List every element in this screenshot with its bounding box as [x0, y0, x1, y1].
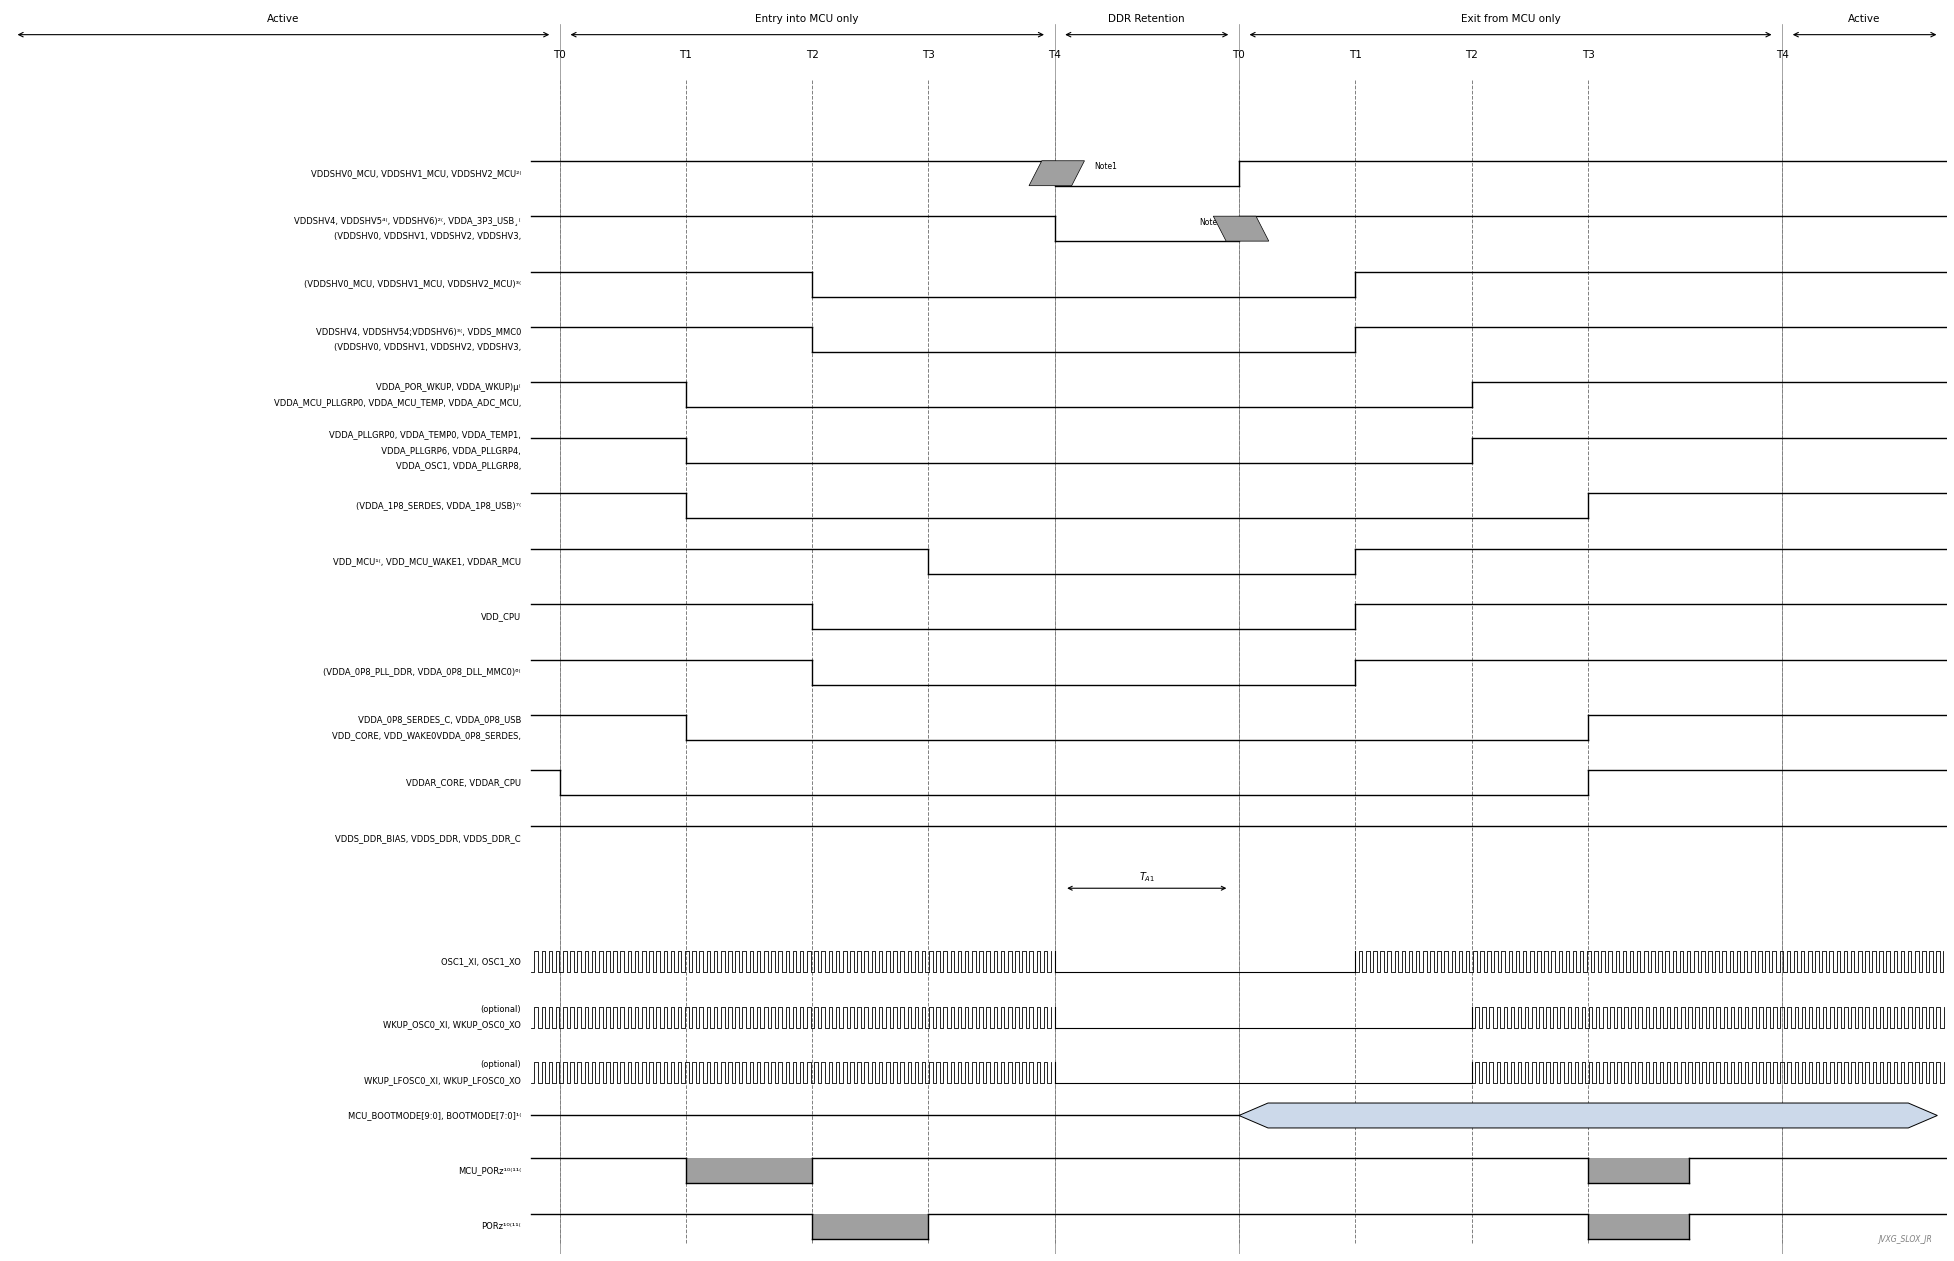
Text: JVXG_SLOX_JR: JVXG_SLOX_JR: [1878, 1235, 1933, 1245]
Bar: [1589, 1159, 1688, 1183]
Text: VDD_CPU: VDD_CPU: [481, 612, 522, 622]
Text: Exit from MCU only: Exit from MCU only: [1462, 14, 1561, 24]
Bar: [686, 1159, 813, 1183]
Bar: [1589, 1214, 1688, 1238]
Text: Active: Active: [268, 14, 299, 24]
Text: (optional): (optional): [481, 1061, 522, 1069]
Text: VDD_CORE, VDD_WAKE0VDDA_0P8_SERDES,: VDD_CORE, VDD_WAKE0VDDA_0P8_SERDES,: [332, 731, 522, 740]
Text: VDDAR_CORE, VDDAR_CPU: VDDAR_CORE, VDDAR_CPU: [406, 778, 522, 787]
Text: OSC1_XI, OSC1_XO: OSC1_XI, OSC1_XO: [442, 957, 522, 966]
Text: MCU_PORz¹⁰⁽¹¹⁽: MCU_PORz¹⁰⁽¹¹⁽: [457, 1166, 522, 1175]
Text: T0: T0: [553, 49, 567, 59]
Text: T1: T1: [1348, 49, 1362, 59]
Text: (VDDSHV0, VDDSHV1, VDDSHV2, VDDSHV3,: (VDDSHV0, VDDSHV1, VDDSHV2, VDDSHV3,: [334, 343, 522, 352]
Text: DDR Retention: DDR Retention: [1108, 14, 1184, 24]
Text: $T_{A1}$: $T_{A1}$: [1139, 870, 1155, 884]
Text: VDDA_PLLGRP6, VDDA_PLLGRP4,: VDDA_PLLGRP6, VDDA_PLLGRP4,: [377, 446, 522, 455]
Text: VDDSHV0_MCU, VDDSHV1_MCU, VDDSHV2_MCU²⁽: VDDSHV0_MCU, VDDSHV1_MCU, VDDSHV2_MCU²⁽: [311, 169, 522, 178]
Polygon shape: [1239, 1103, 1936, 1127]
Text: VDD_MCU¹⁽, VDD_MCU_WAKE1, VDDAR_MCU: VDD_MCU¹⁽, VDD_MCU_WAKE1, VDDAR_MCU: [332, 556, 522, 566]
Text: (VDDSHV0_MCU, VDDSHV1_MCU, VDDSHV2_MCU)³⁽: (VDDSHV0_MCU, VDDSHV1_MCU, VDDSHV2_MCU)³…: [305, 280, 522, 289]
Text: WKUP_LFOSC0_XI, WKUP_LFOSC0_XO: WKUP_LFOSC0_XI, WKUP_LFOSC0_XO: [363, 1076, 522, 1084]
Text: VDDA_0P8_SERDES_C, VDDA_0P8_USB: VDDA_0P8_SERDES_C, VDDA_0P8_USB: [344, 715, 522, 724]
Text: MCU_BOOTMODE[9:0], BOOTMODE[7:0]¹⁽: MCU_BOOTMODE[9:0], BOOTMODE[7:0]¹⁽: [348, 1111, 522, 1120]
Text: T0: T0: [1233, 49, 1245, 59]
Text: T4: T4: [1776, 49, 1788, 59]
Text: Active: Active: [1848, 14, 1882, 24]
Text: VDDA_PLLGRP0, VDDA_TEMP0, VDDA_TEMP1,: VDDA_PLLGRP0, VDDA_TEMP0, VDDA_TEMP1,: [328, 430, 522, 439]
Text: T4: T4: [1047, 49, 1061, 59]
Text: Note1: Note1: [1094, 163, 1118, 171]
Text: VDDA_OSC1, VDDA_PLLGRP8,: VDDA_OSC1, VDDA_PLLGRP8,: [397, 462, 522, 470]
Text: (VDDSHV0, VDDSHV1, VDDSHV2, VDDSHV3,: (VDDSHV0, VDDSHV1, VDDSHV2, VDDSHV3,: [334, 232, 522, 241]
Text: VDDSHV4, VDDSHV5⁴⁽, VDDSHV6)²⁽, VDDA_3P3_USB¸⁽: VDDSHV4, VDDSHV5⁴⁽, VDDSHV6)²⁽, VDDA_3P3…: [295, 217, 522, 226]
Text: T3: T3: [1581, 49, 1594, 59]
Polygon shape: [1030, 160, 1084, 185]
Text: (VDDA_1P8_SERDES, VDDA_1P8_USB)⁷⁽: (VDDA_1P8_SERDES, VDDA_1P8_USB)⁷⁽: [356, 502, 522, 511]
Text: VDDS_DDR_BIAS, VDDS_DDR, VDDS_DDR_C: VDDS_DDR_BIAS, VDDS_DDR, VDDS_DDR_C: [336, 834, 522, 842]
Text: Valid Configuration: Valid Configuration: [1546, 1111, 1632, 1120]
Text: VDDA_MCU_PLLGRP0, VDDA_MCU_TEMP, VDDA_ADC_MCU,: VDDA_MCU_PLLGRP0, VDDA_MCU_TEMP, VDDA_AD…: [274, 398, 522, 407]
Text: (optional): (optional): [481, 1005, 522, 1014]
Text: VDDSHV4, VDDSHV54;VDDSHV6)³⁽, VDDS_MMC0: VDDSHV4, VDDSHV54;VDDSHV6)³⁽, VDDS_MMC0: [317, 328, 522, 337]
Text: Entry into MCU only: Entry into MCU only: [756, 14, 860, 24]
Bar: [813, 1214, 928, 1238]
Text: T1: T1: [680, 49, 692, 59]
Text: T2: T2: [805, 49, 819, 59]
Polygon shape: [1213, 216, 1268, 241]
Text: WKUP_OSC0_XI, WKUP_OSC0_XO: WKUP_OSC0_XI, WKUP_OSC0_XO: [383, 1020, 522, 1029]
Text: T3: T3: [922, 49, 934, 59]
Text: Note1: Note1: [1200, 218, 1223, 227]
Text: VDDA_POR_WKUP, VDDA_WKUP)µ⁽: VDDA_POR_WKUP, VDDA_WKUP)µ⁽: [356, 382, 522, 392]
Text: T2: T2: [1466, 49, 1477, 59]
Text: PORz¹⁰⁽¹¹⁽: PORz¹⁰⁽¹¹⁽: [481, 1222, 522, 1231]
Text: (VDDA_0P8_PLL_DDR, VDDA_0P8_DLL_MMC0)⁶⁽: (VDDA_0P8_PLL_DDR, VDDA_0P8_DLL_MMC0)⁶⁽: [324, 667, 522, 677]
